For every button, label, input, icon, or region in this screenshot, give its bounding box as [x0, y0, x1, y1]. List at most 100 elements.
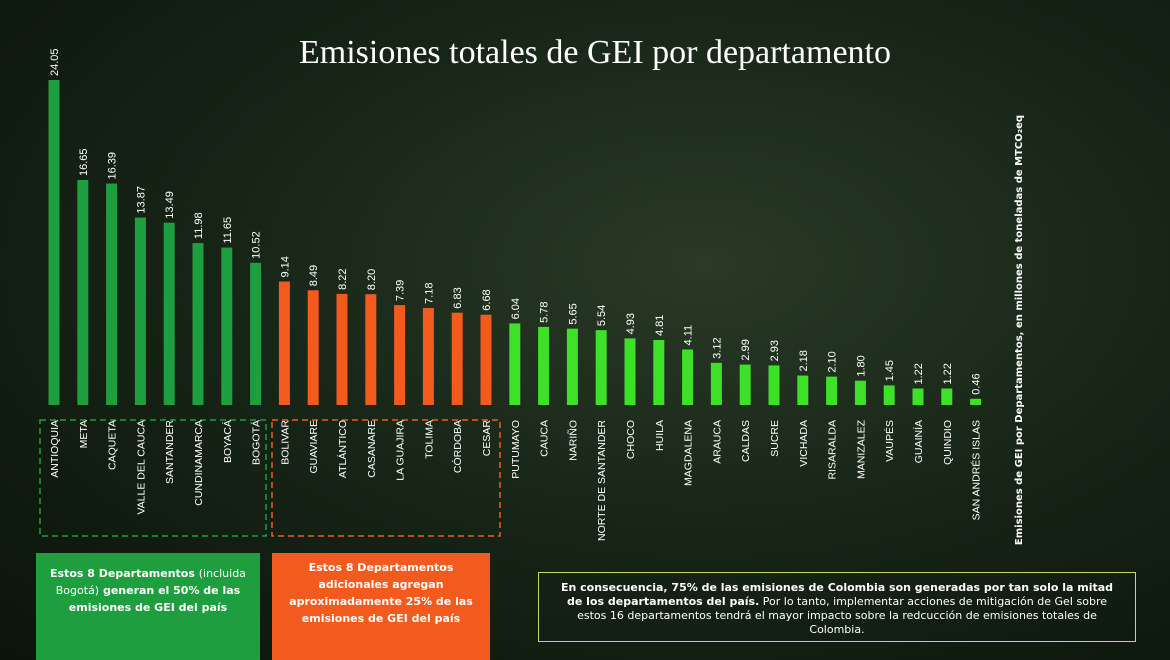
note-box: Estos 8 Departamentos (incluida Bogotá) … [36, 553, 260, 660]
note-text: Estos 8 Departamentos adicionales agrega… [289, 561, 473, 625]
category-label: MANIZALEZ [855, 419, 867, 479]
bar [566, 328, 578, 405]
value-label: 1.22 [942, 363, 954, 384]
bar [221, 247, 233, 405]
value-label: 2.99 [740, 339, 752, 360]
note-text: Por lo tanto, implementar acciones de mi… [577, 595, 1107, 636]
bar [941, 388, 953, 405]
bar [451, 312, 463, 405]
value-label: 2.10 [827, 351, 839, 372]
value-label: 16.65 [78, 148, 90, 176]
category-label: CALDAS [740, 420, 752, 462]
category-label: HUILA [654, 420, 666, 451]
category-label: VICHADA [798, 420, 810, 467]
value-label: 8.20 [366, 269, 378, 290]
note-text: (incluida Bogotá) [55, 567, 246, 597]
value-label: 8.49 [308, 265, 320, 286]
bar [192, 243, 204, 405]
bar [250, 262, 262, 405]
bar [797, 375, 809, 405]
value-label: 0.46 [971, 373, 983, 394]
value-label: 6.83 [452, 287, 464, 308]
bar [134, 217, 146, 405]
category-label: GUAINÍA [912, 420, 925, 463]
value-label: 13.87 [135, 186, 147, 214]
category-label: CASANARE [366, 420, 378, 478]
value-label: 11.98 [193, 212, 205, 239]
note-text: generan el 50% de las emisiones de GEI d… [68, 584, 241, 614]
chart-title: Emisiones totales de GEI por departament… [299, 34, 891, 71]
value-label: 1.45 [884, 360, 896, 381]
bar [509, 323, 521, 405]
value-label: 5.65 [567, 303, 579, 324]
category-label: BOGOTÁ [250, 420, 263, 465]
category-label: SUCRE [769, 420, 781, 457]
value-label: 4.81 [654, 315, 666, 336]
category-label: QUINDIO [942, 420, 954, 465]
value-label: 5.78 [539, 301, 551, 322]
bar [538, 326, 550, 405]
value-label: 6.04 [510, 298, 522, 319]
value-label: 13.49 [164, 191, 176, 219]
bar [163, 222, 175, 405]
category-label: CÓRDOBA [451, 420, 464, 473]
bar [307, 290, 319, 405]
value-label: 2.18 [798, 350, 810, 371]
value-label: 5.54 [596, 305, 608, 326]
bar [739, 364, 751, 405]
category-label: NORTE DE SANTANDER [596, 420, 608, 541]
category-label: LA GUAJIRA [395, 420, 407, 481]
category-label: BOLIVAR [279, 420, 291, 465]
bar [365, 294, 377, 405]
bar [624, 338, 636, 405]
category-label: RISARALDA [827, 420, 839, 480]
group-frame [39, 419, 267, 537]
bar [106, 183, 118, 405]
category-label: CESAR [481, 420, 493, 457]
category-label: CUNDINAMARCA [193, 420, 205, 506]
category-label: GUAVIARE [308, 420, 320, 473]
bar [912, 388, 924, 405]
bar [826, 376, 838, 405]
bar [682, 349, 694, 405]
bar [336, 293, 348, 405]
value-label: 3.12 [711, 337, 723, 358]
value-label: 7.18 [423, 283, 435, 304]
bar [278, 281, 290, 405]
value-label: 4.93 [625, 313, 637, 334]
category-label: CAUCA [539, 420, 551, 457]
category-label: PUTUMAYO [510, 420, 522, 479]
category-label: CHOCO [625, 420, 637, 459]
group-frame [271, 419, 501, 537]
bar [883, 385, 895, 405]
note-text: Estos 8 Departamentos [50, 567, 195, 580]
value-label: 1.80 [855, 355, 867, 376]
bar [970, 398, 982, 405]
bar [77, 180, 89, 405]
category-label: VALLE DEL CAUCA [135, 420, 147, 515]
value-label: 2.93 [769, 340, 781, 361]
bar [422, 307, 434, 405]
value-label: 4.11 [683, 325, 695, 346]
category-label: VAUPÉS [883, 420, 896, 462]
note-box: Estos 8 Departamentos adicionales agrega… [272, 553, 490, 660]
category-label: CAQUETA [107, 420, 119, 470]
bar [854, 380, 866, 405]
value-label: 24.05 [49, 48, 61, 76]
value-label: 11.65 [222, 217, 234, 244]
bar [710, 362, 722, 405]
bar [595, 330, 607, 405]
value-label: 9.14 [279, 256, 291, 277]
category-label: NARIÑO [566, 420, 579, 461]
value-label: 1.22 [913, 363, 925, 384]
category-label: MAGDALENA [683, 420, 695, 486]
category-label: ATLÁNTICO [336, 420, 349, 478]
bar [394, 305, 406, 405]
note-box: En consecuencia, 75% de las emisiones de… [538, 572, 1136, 642]
bar [653, 340, 665, 405]
category-label: SANTANDER [164, 420, 176, 484]
value-label: 6.68 [481, 289, 493, 310]
category-label: ARAUCA [711, 420, 723, 464]
bar [480, 314, 492, 405]
